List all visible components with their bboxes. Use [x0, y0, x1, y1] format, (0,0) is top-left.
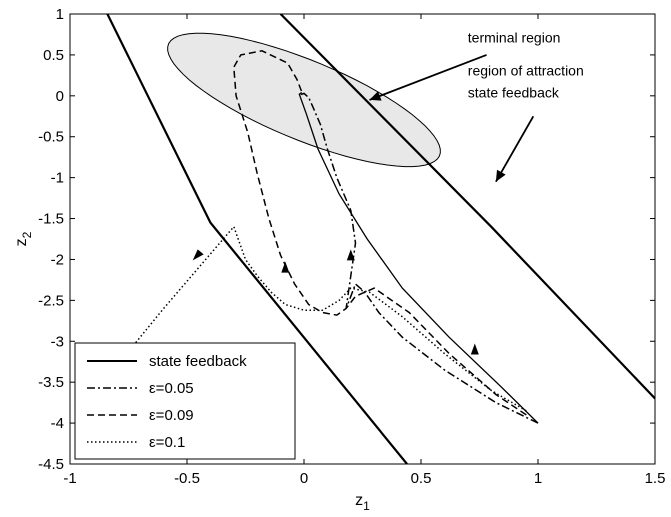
x-tick-label: -0.5 — [174, 470, 200, 487]
terminal-region — [167, 32, 441, 168]
annotation-text-0: terminal region — [468, 30, 561, 46]
y-axis-label: z2 — [13, 231, 34, 246]
legend-box — [74, 342, 296, 460]
boundary-line-left — [106, 14, 408, 464]
legend-label-2: ε=0.09 — [149, 407, 194, 424]
y-tick-label: -2 — [51, 251, 64, 268]
y-tick-label: -0.5 — [38, 129, 64, 146]
series-line-0 — [298, 91, 539, 424]
annotation-text-1-line2: state feedback — [468, 84, 560, 100]
legend-label-1: ε=0.05 — [149, 380, 194, 397]
axes: -1 -0.5 0 0.5 1 1.5 1 0.5 0 -0.5 -1 -1.5 -2 -2.5 -3 -3.… — [13, 6, 665, 513]
annotation-arrow-0 — [369, 54, 487, 101]
y-tick-label: -1 — [51, 170, 64, 187]
y-tick-label: -4.5 — [38, 456, 64, 473]
y-tick-label: -3.5 — [38, 374, 64, 391]
y-tick-label: -4 — [51, 415, 64, 432]
trajectory-arrow-3 — [192, 249, 204, 261]
annotation-arrowhead-0 — [369, 91, 382, 101]
boundary-line-right — [279, 14, 655, 400]
y-tick-label: -1.5 — [38, 211, 64, 228]
y-tick-label: 1 — [56, 6, 64, 23]
x-tick-label: 1.5 — [645, 470, 666, 487]
y-tick-label: -2.5 — [38, 292, 64, 309]
annotation-arrow-1 — [495, 115, 535, 183]
legend: state feedback ε=0.05 ε=0.09 ε=0.1 — [74, 342, 296, 460]
annotation-arrowhead-1 — [495, 169, 506, 182]
annotation-text-1: region of attraction — [468, 62, 584, 78]
x-tick-label: -1 — [63, 470, 76, 487]
trajectory-arrow-1 — [346, 249, 355, 261]
legend-label-0: state feedback — [149, 353, 247, 370]
y-tick-label: -3 — [51, 333, 64, 350]
legend-label-3: ε=0.1 — [149, 434, 185, 451]
trajectory-arrow-2 — [470, 343, 479, 355]
x-tick-label: 0.5 — [411, 470, 432, 487]
y-tick-label: 0.5 — [43, 47, 64, 64]
x-tick-label: 1 — [534, 470, 542, 487]
y-tick-label: 0 — [56, 88, 64, 105]
series-line-2 — [233, 50, 527, 416]
x-axis-label: z1 — [355, 492, 370, 513]
x-tick-label: 0 — [300, 470, 308, 487]
trajectory-arrow-0 — [281, 261, 290, 273]
series-line-3 — [116, 225, 527, 412]
